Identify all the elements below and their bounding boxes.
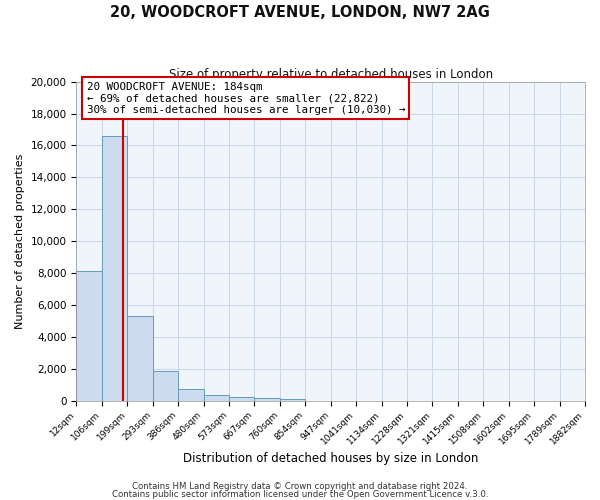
Text: Contains HM Land Registry data © Crown copyright and database right 2024.: Contains HM Land Registry data © Crown c… [132,482,468,491]
Text: 20 WOODCROFT AVENUE: 184sqm
← 69% of detached houses are smaller (22,822)
30% of: 20 WOODCROFT AVENUE: 184sqm ← 69% of det… [86,82,405,115]
Bar [152,371,178,400]
Bar [76,270,102,400]
X-axis label: Distribution of detached houses by size in London: Distribution of detached houses by size … [183,452,478,465]
Bar [102,136,127,400]
Bar [127,316,152,400]
Text: Contains public sector information licensed under the Open Government Licence v.: Contains public sector information licen… [112,490,488,499]
Y-axis label: Number of detached properties: Number of detached properties [15,154,25,329]
Bar [280,399,305,400]
Bar [229,397,254,400]
Title: Size of property relative to detached houses in London: Size of property relative to detached ho… [169,68,493,80]
Text: 20, WOODCROFT AVENUE, LONDON, NW7 2AG: 20, WOODCROFT AVENUE, LONDON, NW7 2AG [110,5,490,20]
Bar [203,396,229,400]
Bar [254,398,280,400]
Bar [178,390,203,400]
